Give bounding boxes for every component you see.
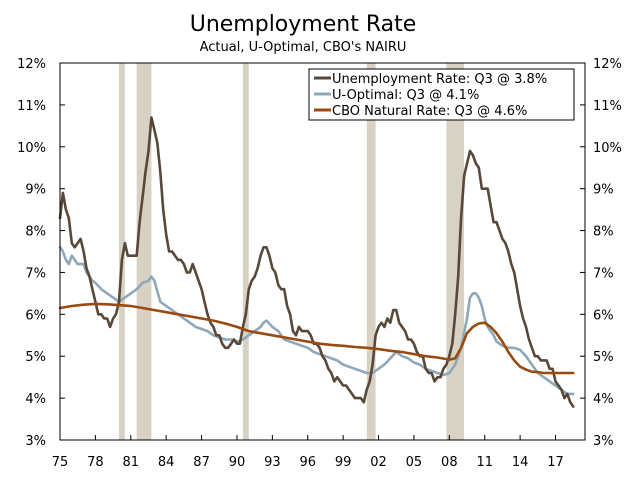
legend-box bbox=[308, 68, 575, 121]
legend-label-u-optimal: U-Optimal: Q3 @ 4.1% bbox=[332, 88, 479, 103]
y-tick-label-right: 10% bbox=[593, 141, 622, 156]
recession-band-0 bbox=[118, 63, 125, 440]
data-series bbox=[58, 116, 575, 408]
x-tick-label: 05 bbox=[406, 455, 423, 470]
y-tick-label-left: 7% bbox=[25, 266, 46, 281]
x-tick-label: 02 bbox=[370, 455, 387, 470]
y-tick-label-left: 3% bbox=[25, 434, 46, 449]
y-tick-label-left: 5% bbox=[25, 350, 46, 365]
chart-subtitle: Actual, U-Optimal, CBO's NAIRU bbox=[200, 40, 407, 55]
y-tick-label-right: 4% bbox=[593, 392, 614, 407]
y-tick-label-right: 8% bbox=[593, 225, 614, 240]
x-tick-label: 93 bbox=[264, 455, 281, 470]
chart-title: Unemployment Rate bbox=[190, 12, 417, 37]
cbo-natural-rate-line bbox=[58, 302, 575, 375]
y-tick-label-right: 11% bbox=[593, 99, 622, 114]
x-tick-label: 08 bbox=[441, 455, 458, 470]
x-tick-label: 81 bbox=[123, 455, 140, 470]
x-tick-label: 14 bbox=[512, 455, 529, 470]
recession-band-1 bbox=[136, 63, 152, 440]
legend: Unemployment Rate: Q3 @ 3.8% U-Optimal: … bbox=[308, 68, 575, 121]
y-tick-label-left: 6% bbox=[25, 308, 46, 323]
y-tick-label-right: 3% bbox=[593, 434, 614, 449]
x-tick-label: 87 bbox=[193, 455, 210, 470]
x-tick-label: 17 bbox=[547, 455, 564, 470]
x-tick-label: 84 bbox=[158, 455, 175, 470]
y-tick-label-right: 9% bbox=[593, 183, 614, 198]
y-tick-label-right: 12% bbox=[593, 57, 622, 72]
y-tick-label-left: 11% bbox=[17, 99, 46, 114]
y-tick-label-right: 6% bbox=[593, 308, 614, 323]
y-tick-label-left: 9% bbox=[25, 183, 46, 198]
recession-band-3 bbox=[366, 63, 376, 440]
y-tick-label-left: 8% bbox=[25, 225, 46, 240]
y-tick-label-left: 4% bbox=[25, 392, 46, 407]
y-tick-label-right: 5% bbox=[593, 350, 614, 365]
x-tick-label: 90 bbox=[229, 455, 246, 470]
plot-frame bbox=[59, 62, 586, 441]
x-tick-label: 11 bbox=[476, 455, 493, 470]
x-tick-label: 75 bbox=[52, 455, 69, 470]
axis-ticks: 3% 3% 4% 4% 5% 5% 6% 6% 7% 7% 8% 8% 9% 9% 10% 10% 11% 11%… bbox=[17, 57, 622, 470]
legend-label-cbo-natural-rate: CBO Natural Rate: Q3 @ 4.6% bbox=[332, 104, 527, 119]
recession-band-2 bbox=[242, 63, 249, 440]
legend-label-unemployment: Unemployment Rate: Q3 @ 3.8% bbox=[332, 72, 547, 87]
y-tick-label-left: 12% bbox=[17, 57, 46, 72]
x-tick-label: 78 bbox=[87, 455, 104, 470]
x-tick-label: 99 bbox=[335, 455, 352, 470]
x-tick-label: 96 bbox=[299, 455, 316, 470]
u-optimal-line bbox=[58, 246, 575, 396]
y-tick-label-right: 7% bbox=[593, 266, 614, 281]
y-tick-label-left: 10% bbox=[17, 141, 46, 156]
